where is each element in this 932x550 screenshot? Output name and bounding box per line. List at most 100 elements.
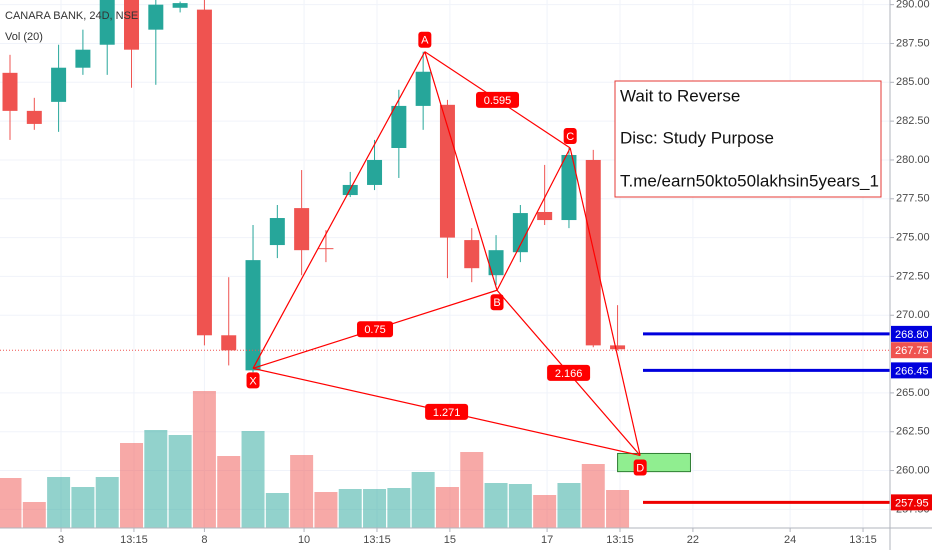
pattern-ratio-label-bg <box>547 364 591 381</box>
volume-bar <box>290 455 314 528</box>
candle-body <box>2 72 18 111</box>
x-tick-label: 8 <box>201 534 207 546</box>
y-tick-label: 290.00 <box>896 0 930 11</box>
annotation-text: Wait to Reverse <box>620 86 740 105</box>
volume-bar <box>581 464 605 528</box>
pattern-ratio-label-bg <box>476 91 520 108</box>
pattern-ratio-label: 2.166 <box>555 368 583 380</box>
pattern-point-label: B <box>493 297 500 309</box>
x-tick-label: 13:15 <box>363 534 391 546</box>
pattern-ratio-label-bg <box>357 321 394 338</box>
target-zone <box>617 452 691 473</box>
candle-body <box>391 105 407 148</box>
pattern-point-label-bg <box>246 372 260 389</box>
pattern-point-label-bg <box>633 459 647 476</box>
x-tick-label: 13:15 <box>849 534 877 546</box>
candle-body <box>26 110 42 124</box>
volume-bar <box>460 452 484 528</box>
volume-bar <box>22 502 46 528</box>
y-tick-label: 265.00 <box>896 387 930 399</box>
pattern-ratio-label: 0.595 <box>484 95 512 107</box>
volume-bar <box>120 443 144 528</box>
candle-body <box>318 248 334 250</box>
volume-bar <box>71 487 95 528</box>
x-tick-label: 17 <box>541 534 553 546</box>
x-tick-label: 13:15 <box>120 534 148 546</box>
x-tick-label: 13:15 <box>606 534 634 546</box>
pattern-leg <box>496 147 571 291</box>
axis-layer: 257.50260.00262.50265.00270.00272.50275.… <box>58 0 932 546</box>
volume-bar <box>387 488 411 528</box>
x-tick-label: 22 <box>687 534 699 546</box>
pattern-leg <box>424 51 498 291</box>
candle-body <box>124 0 140 50</box>
volume-bar <box>508 484 532 528</box>
candle-body <box>172 3 188 8</box>
volume-bar <box>241 431 265 528</box>
pattern-point-label: X <box>249 375 257 387</box>
pattern-point-label: D <box>636 462 644 474</box>
price-label: 268.80 <box>895 329 929 341</box>
candle-body <box>75 49 91 68</box>
price-label: 257.95 <box>895 497 929 509</box>
overlay-layer: X A B C D 0.595 0.75 2.166 1.271 <box>0 31 890 504</box>
volume-bar <box>435 487 459 528</box>
pattern-point-label: C <box>566 131 574 143</box>
candle-body <box>245 260 261 371</box>
volume-bar <box>533 495 557 528</box>
volume-bar <box>557 483 581 528</box>
annotation-box <box>614 80 882 198</box>
volume-bar <box>47 477 71 528</box>
volume-bar <box>484 483 508 528</box>
volume-bar <box>411 472 435 528</box>
annotation-text: Disc: Study Purpose <box>620 128 774 147</box>
candle-body <box>537 211 553 221</box>
y-tick-label: 287.50 <box>896 37 930 49</box>
candle-body <box>367 159 383 185</box>
candle-body <box>585 159 601 346</box>
pattern-point-label-bg <box>490 294 504 311</box>
y-tick-label: 275.00 <box>896 232 930 244</box>
annotation-text: T.me/earn50kto50lakhsin5years_1 <box>620 171 879 190</box>
volume-bar <box>314 492 338 528</box>
y-tick-label: 272.50 <box>896 270 930 282</box>
volume-bar <box>606 490 630 528</box>
x-tick-label: 15 <box>444 534 456 546</box>
y-tick-label: 262.50 <box>896 426 930 438</box>
price-label-bg <box>891 494 932 511</box>
candle-body <box>294 208 310 251</box>
candle-body <box>512 213 528 253</box>
pattern-point-label-bg <box>563 127 577 144</box>
pattern-leg <box>569 147 641 456</box>
price-label-bg <box>891 325 932 342</box>
volume-bar <box>192 391 216 528</box>
candle-layer <box>2 0 626 373</box>
x-tick-label: 10 <box>298 534 310 546</box>
volume-bar <box>0 478 22 528</box>
volume-bar <box>363 489 387 528</box>
volume-layer <box>0 391 630 528</box>
y-tick-label: 260.00 <box>896 464 930 476</box>
price-label: 266.45 <box>895 365 929 377</box>
candle-body <box>221 335 237 351</box>
candle-body <box>148 4 164 30</box>
pattern-point-label-bg <box>418 31 432 48</box>
candle-body <box>51 67 67 102</box>
x-tick-label: 3 <box>58 534 64 546</box>
x-tick-label: 24 <box>784 534 796 546</box>
pattern-ratio-label: 0.75 <box>364 324 385 336</box>
candle-body <box>561 154 577 221</box>
volume-bar <box>144 430 168 528</box>
price-label-bg <box>891 342 932 359</box>
pattern-point-label: A <box>421 35 429 47</box>
y-tick-label: 277.50 <box>896 193 930 205</box>
candle-body <box>610 345 626 350</box>
y-tick-label: 285.00 <box>896 76 930 88</box>
volume-label: Vol (20) <box>5 31 43 43</box>
volume-bar <box>95 477 119 528</box>
price-label: 267.75 <box>895 345 929 357</box>
volume-bar <box>168 435 192 528</box>
candle-body <box>269 218 285 246</box>
symbol-title: CANARA BANK, 24D, NSE <box>5 10 138 22</box>
